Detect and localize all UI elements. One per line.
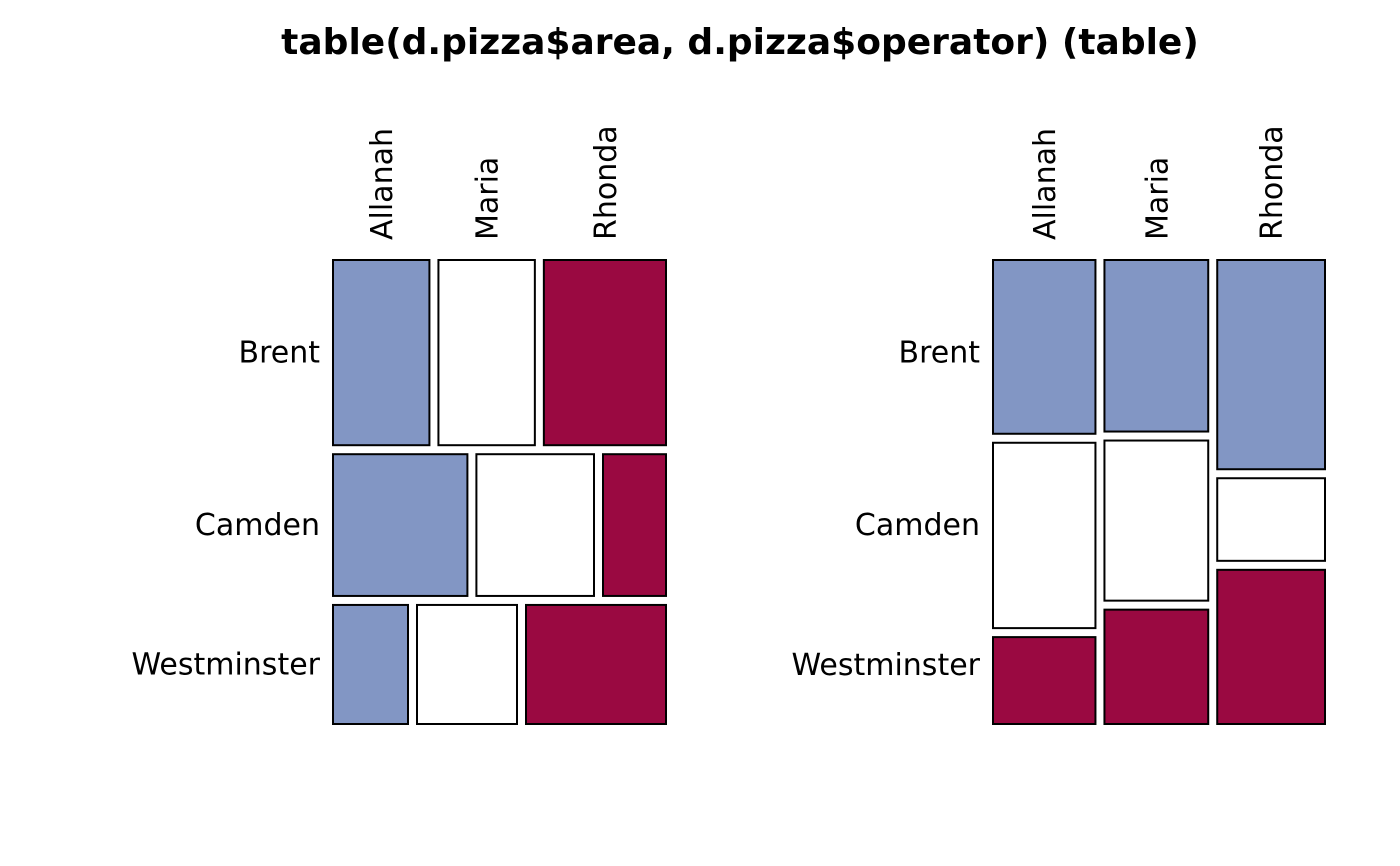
tile-camden-allanah — [332, 453, 469, 597]
mosaic-panel-cols: Allanah Maria Rhonda Brent Camden Westminster — [791, 125, 1326, 726]
col-label-allanah: Allanah — [365, 128, 400, 240]
tile-maria-camden — [1103, 439, 1210, 602]
row-label-brent: Brent — [239, 336, 321, 371]
tile-allanah-camden — [992, 441, 1097, 630]
tile-camden-maria — [475, 453, 595, 597]
col-label-rhonda: Rhonda — [1255, 125, 1290, 240]
col-label-maria: Maria — [1140, 157, 1175, 240]
tile-rhonda-camden — [1216, 477, 1326, 562]
col-label-allanah: Allanah — [1028, 128, 1063, 240]
mosaic-panel-rows: Brent Camden Westminster Allanah Maria Rhonda — [131, 125, 667, 725]
tile-allanah-brent — [992, 259, 1097, 435]
row-label-westminster: Westminster — [131, 647, 320, 682]
col-label-maria: Maria — [471, 157, 506, 240]
col-label-rhonda: Rhonda — [589, 125, 624, 240]
tile-maria-westminster — [1103, 608, 1210, 726]
tile-brent-allanah — [332, 259, 431, 447]
tile-allanah-westminster — [992, 636, 1097, 725]
chart-title: table(d.pizza$area, d.pizza$operator) (t… — [281, 22, 1199, 63]
row-label-camden: Camden — [195, 508, 320, 543]
tile-rhonda-westminster — [1216, 568, 1326, 725]
tile-brent-maria — [437, 259, 536, 447]
tile-camden-rhonda — [602, 453, 667, 597]
row-label-westminster: Westminster — [791, 648, 980, 683]
tile-brent-rhonda — [542, 259, 667, 447]
row-label-camden: Camden — [855, 508, 980, 543]
tile-maria-brent — [1103, 259, 1210, 433]
row-label-brent: Brent — [899, 335, 981, 370]
tile-westminster-maria — [416, 603, 518, 725]
tile-westminster-allanah — [332, 603, 409, 725]
tile-westminster-rhonda — [525, 603, 667, 725]
tile-rhonda-brent — [1216, 259, 1326, 471]
